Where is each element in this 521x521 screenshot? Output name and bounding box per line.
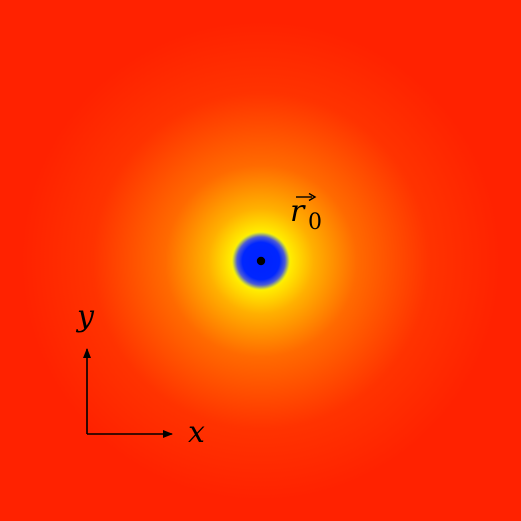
source-point — [256, 256, 266, 266]
x-axis-label: x — [188, 415, 205, 450]
position-vector-label: r 0 — [290, 192, 322, 235]
position-vector-symbol: r — [290, 194, 306, 229]
position-vector-subscript: 0 — [308, 210, 322, 235]
vector-arrow-icon — [308, 192, 317, 202]
coordinate-axes: y x — [75, 299, 205, 450]
y-axis-label: y — [75, 299, 95, 334]
